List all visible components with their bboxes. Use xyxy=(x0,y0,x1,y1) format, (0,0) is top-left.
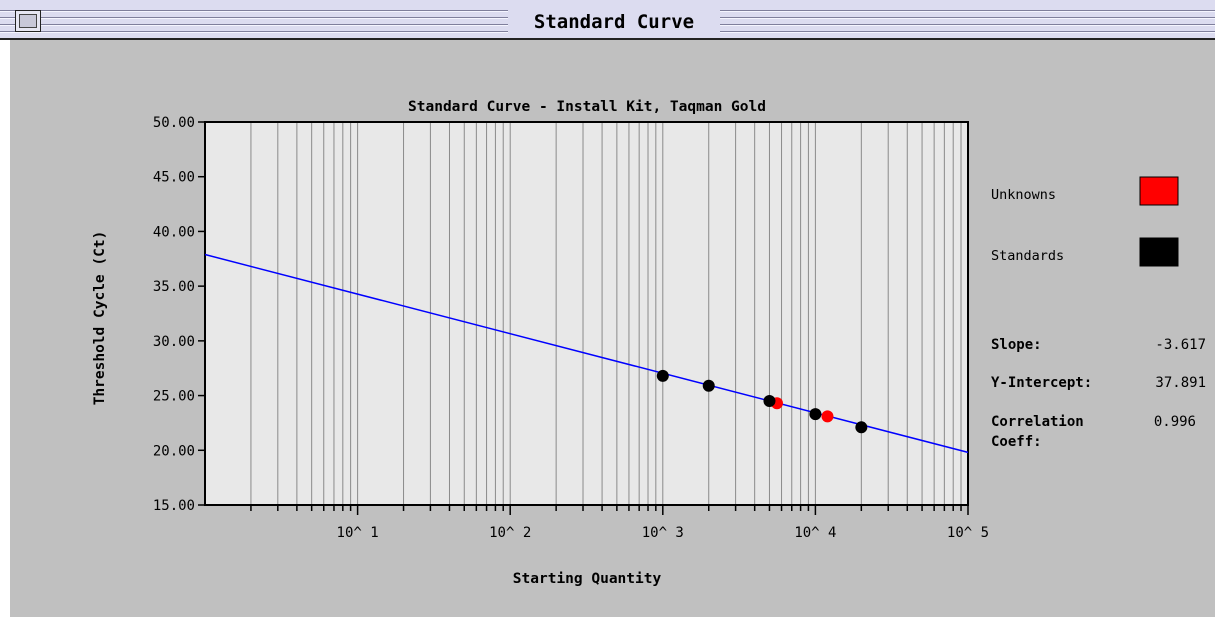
fit-line xyxy=(204,253,969,454)
plot-area xyxy=(205,122,968,505)
y-tick-label: 45.00 xyxy=(153,170,195,186)
close-box-icon[interactable] xyxy=(15,10,41,32)
y-tick-label: 40.00 xyxy=(153,224,195,240)
x-tick-labels: 10^ 1 10^ 2 10^ 3 10^ 4 10^ 5 xyxy=(337,525,990,541)
plot-frame xyxy=(204,121,969,506)
correlation-label-line2: Coeff: xyxy=(991,434,1042,450)
y-tick-label: 25.00 xyxy=(153,389,195,405)
slope-label: Slope: xyxy=(991,337,1042,353)
y-tick-label: 35.00 xyxy=(153,279,195,295)
title-bar[interactable]: Standard Curve xyxy=(0,0,1215,40)
standards-point xyxy=(855,421,868,434)
x-tick-label: 10^ 5 xyxy=(947,525,989,541)
slope-value: -3.617 xyxy=(1155,337,1206,353)
x-tick-label: 10^ 4 xyxy=(794,525,836,541)
standards-point xyxy=(702,379,715,392)
y-tick-label: 30.00 xyxy=(153,334,195,350)
standard-curve-chart: 50.00 45.00 40.00 35.00 30.00 25.00 20.00 15.00… xyxy=(92,99,1206,587)
fit-line-group xyxy=(204,253,969,454)
y-tick-labels: 50.00 45.00 40.00 35.00 30.00 25.00 20.00 15.00 xyxy=(153,115,195,514)
legend-unknowns-swatch xyxy=(1139,176,1179,206)
legend-standards-swatch xyxy=(1139,237,1179,267)
legend-unknowns-label: Unknowns xyxy=(991,187,1056,203)
y-intercept-value: 37.891 xyxy=(1155,375,1206,391)
x-tick-label: 10^ 3 xyxy=(642,525,684,541)
correlation-label-line1: Correlation xyxy=(991,414,1084,430)
correlation-value: 0.996 xyxy=(1154,414,1196,430)
standards-point xyxy=(809,408,822,421)
y-axis-label: Threshold Cycle (Ct) xyxy=(92,231,108,406)
grid-lines xyxy=(250,122,962,505)
y-tick-label: 20.00 xyxy=(153,443,195,459)
chart-panel: 50.00 45.00 40.00 35.00 30.00 25.00 20.00 15.00… xyxy=(10,40,1215,617)
data-points xyxy=(656,369,868,434)
unknowns-point xyxy=(821,410,834,423)
y-tick-label: 15.00 xyxy=(153,498,195,514)
standards-point xyxy=(763,395,776,408)
standards-point xyxy=(656,369,669,382)
y-intercept-label: Y-Intercept: xyxy=(991,375,1092,391)
axes xyxy=(198,121,969,515)
legend-standards-label: Standards xyxy=(991,248,1064,264)
x-axis-label: Starting Quantity xyxy=(513,571,662,587)
x-tick-label: 10^ 1 xyxy=(337,525,379,541)
y-tick-label: 50.00 xyxy=(153,115,195,131)
window-title: Standard Curve xyxy=(508,9,720,35)
chart-title: Standard Curve - Install Kit, Taqman Gol… xyxy=(408,99,766,115)
x-tick-label: 10^ 2 xyxy=(489,525,531,541)
